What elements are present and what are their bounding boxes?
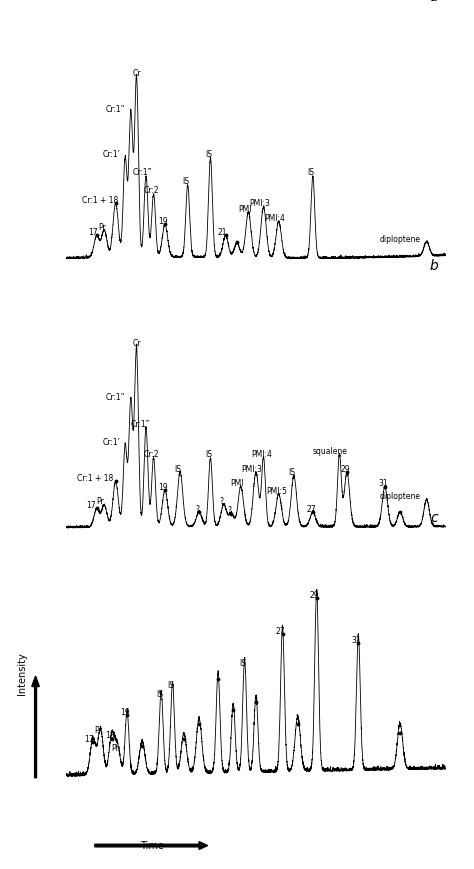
Text: ?: ? (195, 505, 199, 514)
Text: a: a (429, 0, 438, 3)
Text: IS: IS (182, 177, 189, 187)
Text: 29: 29 (310, 591, 319, 600)
Text: Cr: Cr (132, 339, 141, 348)
Text: PMI:4: PMI:4 (264, 214, 285, 222)
Text: IS: IS (156, 690, 163, 699)
Text: 31: 31 (378, 480, 388, 488)
Text: Cr:1”: Cr:1” (106, 105, 126, 115)
Text: b: b (429, 259, 438, 273)
Text: Cr:1”: Cr:1” (106, 393, 126, 401)
Text: 31: 31 (352, 636, 361, 645)
Text: 21: 21 (217, 228, 227, 237)
Text: IS: IS (175, 465, 182, 474)
Text: Time: Time (140, 840, 164, 851)
Text: Cr:1 + 18: Cr:1 + 18 (77, 474, 113, 483)
Text: Ph: Ph (111, 744, 120, 753)
Text: Pr: Pr (99, 222, 106, 231)
Text: 27: 27 (306, 505, 316, 514)
Text: 27: 27 (276, 627, 285, 636)
Text: Cr: Cr (132, 70, 141, 78)
Text: PMI: PMI (238, 204, 251, 214)
Text: squalene: squalene (312, 447, 347, 456)
Text: ?: ? (228, 507, 231, 515)
Text: 17: 17 (88, 228, 98, 237)
Text: c: c (430, 511, 438, 525)
Text: ?: ? (220, 497, 224, 507)
Text: 19: 19 (158, 217, 168, 226)
Text: PMI:5: PMI:5 (266, 487, 287, 495)
Text: Cr:2: Cr:2 (144, 450, 159, 460)
Text: Intensity: Intensity (17, 652, 27, 695)
Text: Cr:1’: Cr:1’ (103, 150, 121, 159)
Text: Cr:1’: Cr:1’ (103, 438, 121, 447)
Text: PMI:3: PMI:3 (249, 199, 270, 208)
Text: 19: 19 (120, 708, 130, 717)
Text: PMI:3: PMI:3 (242, 465, 263, 474)
Text: Pr: Pr (95, 726, 102, 735)
Text: 17: 17 (86, 501, 96, 510)
Text: IS: IS (205, 450, 212, 460)
Text: Pr: Pr (97, 497, 104, 507)
Text: IS: IS (308, 169, 314, 177)
Text: diploptene: diploptene (380, 235, 420, 244)
Text: 19: 19 (158, 483, 168, 492)
Text: Cr:1‴: Cr:1‴ (130, 420, 150, 428)
Text: PMI:4: PMI:4 (251, 450, 272, 460)
Text: Cr:2: Cr:2 (144, 187, 159, 196)
Text: diploptene: diploptene (380, 492, 420, 501)
Text: PMI: PMI (230, 480, 244, 488)
Text: 18: 18 (105, 732, 115, 740)
Text: 29: 29 (340, 465, 350, 474)
Text: IS: IS (205, 150, 212, 159)
Text: IS: IS (239, 660, 246, 668)
Text: IS: IS (167, 680, 174, 690)
Text: Cr:1 + 18: Cr:1 + 18 (82, 196, 118, 204)
Text: IS: IS (289, 468, 295, 477)
Text: 17: 17 (84, 735, 94, 744)
Text: Cr:1‴: Cr:1‴ (132, 169, 152, 177)
